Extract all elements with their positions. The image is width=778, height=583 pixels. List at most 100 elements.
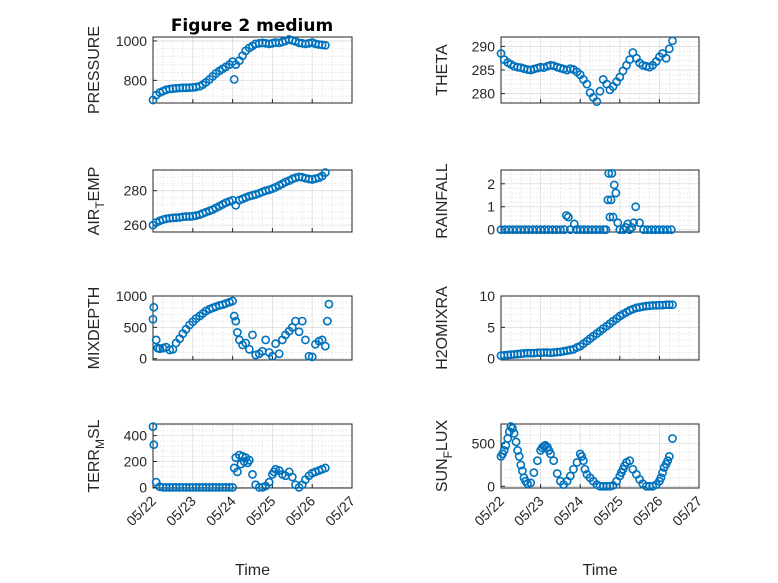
data-point — [569, 464, 578, 474]
data-point — [254, 38, 264, 48]
data-point — [580, 464, 590, 474]
series-air_temp — [148, 168, 330, 230]
y-tick-label: 500 — [124, 319, 148, 335]
data-point — [546, 449, 555, 459]
data-point — [215, 482, 224, 492]
y-axis-label: H2OMIXRA — [434, 286, 451, 370]
axes-background — [500, 169, 700, 233]
y-axis-label: PRESSURE — [86, 26, 103, 114]
data-point — [248, 470, 257, 479]
data-point — [499, 446, 509, 455]
data-point — [559, 225, 569, 235]
data-point — [552, 469, 562, 478]
data-point — [565, 471, 575, 481]
data-point — [232, 327, 242, 337]
y-tick-label: 285 — [472, 62, 496, 78]
data-point — [601, 225, 611, 235]
subplot-rainfall: 0 1 2 RAINFALL — [434, 163, 700, 239]
data-point — [185, 482, 195, 492]
data-point — [149, 440, 159, 450]
y-tick-label: 0 — [139, 351, 147, 367]
data-point — [607, 169, 617, 178]
data-point — [666, 225, 676, 235]
data-point — [595, 225, 605, 235]
x-axis-label: Time — [235, 562, 270, 579]
data-point — [635, 218, 644, 228]
data-point — [148, 422, 158, 431]
y-tick-label: 400 — [124, 428, 148, 444]
data-point — [619, 225, 629, 235]
data-point — [165, 213, 175, 223]
data-point — [631, 202, 641, 212]
data-point — [264, 477, 274, 487]
y-tick-label: 260 — [124, 217, 148, 233]
data-point — [529, 468, 539, 478]
data-point — [609, 180, 619, 190]
subplot-pressure: 800 1000 PRESSURE — [86, 26, 353, 114]
x-tick-label: 05/22 — [123, 493, 159, 529]
data-point — [185, 83, 195, 93]
subplot-sun_flux: 0 500 05/22 05/23 05/24 05/25 05/26 05/27 SUNFLU… — [434, 420, 705, 579]
data-point — [651, 301, 661, 310]
data-point — [526, 478, 536, 488]
data-point — [304, 174, 314, 184]
x-tick-label: 05/23 — [163, 493, 199, 529]
data-point — [229, 74, 239, 84]
data-point — [503, 350, 513, 360]
data-point — [668, 300, 677, 310]
y-tick-label: 0 — [487, 478, 495, 494]
y-axis-label-rest: SL — [86, 419, 103, 439]
y-axis-label-subscript: T — [93, 201, 107, 209]
data-point — [320, 463, 330, 473]
data-point — [274, 349, 284, 359]
y-axis-label: SUNFLUX — [434, 420, 455, 493]
grid-lines — [153, 295, 352, 360]
data-point — [608, 212, 618, 222]
data-point — [533, 348, 542, 358]
subplot-theta: 280 285 290 THETA — [434, 36, 700, 106]
data-point — [148, 314, 158, 324]
data-point — [320, 168, 330, 177]
data-point — [663, 456, 673, 466]
y-tick-label: 290 — [472, 38, 496, 54]
x-tick-label: 05/24 — [203, 493, 239, 529]
y-axis-label-subscript: M — [93, 439, 107, 449]
data-point — [151, 335, 161, 345]
data-point — [625, 456, 635, 466]
series-rainfall — [496, 169, 676, 235]
series-mixdepth — [148, 296, 334, 362]
series-pressure — [148, 34, 330, 105]
x-tick-label: 05/24 — [550, 493, 586, 529]
data-point — [175, 83, 185, 93]
x-tick-label: 05/26 — [629, 493, 665, 529]
data-point — [641, 481, 651, 491]
y-axis-label-main: SUN — [434, 458, 451, 492]
y-axis-label-main: PRESSURE — [86, 26, 103, 114]
data-point — [324, 299, 334, 309]
data-point — [542, 348, 552, 357]
data-point — [605, 212, 615, 222]
axes-frame — [500, 295, 700, 361]
data-point — [301, 335, 310, 345]
data-point — [664, 300, 674, 310]
y-tick-label: 0 — [139, 479, 147, 495]
subplot-terr_msl: 0 200 400 05/22 05/23 05/24 05/25 05/26 05/27 TER… — [86, 419, 358, 579]
data-point — [569, 219, 579, 229]
data-point — [261, 335, 271, 345]
axes-frame — [500, 169, 700, 233]
data-point — [228, 482, 237, 492]
x-tick-label: 05/22 — [471, 493, 507, 529]
data-point — [248, 330, 257, 340]
axes-frame — [152, 36, 353, 104]
y-axis-label: TERRMSL — [86, 419, 107, 492]
data-point — [595, 86, 605, 96]
data-point — [244, 344, 254, 354]
y-tick-label: 280 — [472, 86, 496, 102]
data-point — [523, 348, 532, 358]
data-point — [244, 455, 254, 465]
y-axis-label: MIXDEPTH — [86, 287, 103, 370]
data-point — [509, 428, 519, 438]
data-point — [320, 341, 330, 351]
y-tick-label: 0 — [487, 351, 495, 367]
